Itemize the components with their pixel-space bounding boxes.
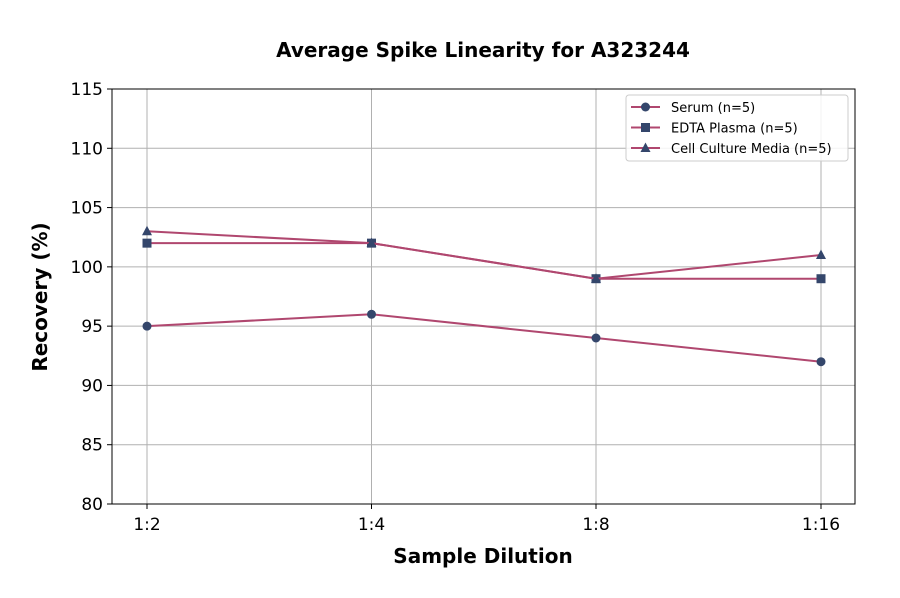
y-tick-label: 105 bbox=[71, 199, 103, 219]
series-group bbox=[142, 225, 826, 367]
series-line bbox=[146, 230, 822, 280]
data-point bbox=[142, 321, 152, 331]
series-line bbox=[146, 313, 822, 363]
y-tick-label: 85 bbox=[81, 436, 103, 456]
x-tick-label: 1:2 bbox=[133, 515, 160, 535]
data-point bbox=[591, 333, 601, 343]
y-tick-label: 95 bbox=[81, 317, 103, 337]
x-axis-label: Sample Dilution bbox=[393, 544, 572, 568]
series-circle bbox=[142, 309, 826, 367]
chart-title: Average Spike Linearity for A323244 bbox=[276, 38, 690, 62]
x-tick-label: 1:16 bbox=[802, 515, 840, 535]
x-tick-label: 1:4 bbox=[358, 515, 385, 535]
plot-frame bbox=[111, 88, 856, 505]
legend-box bbox=[625, 94, 849, 162]
y-tick-label: 90 bbox=[81, 376, 103, 396]
data-point bbox=[142, 238, 152, 248]
legend-label: Serum (n=5) bbox=[671, 101, 755, 116]
legend-marker-triangle bbox=[640, 142, 651, 152]
legend-label: EDTA Plasma (n=5) bbox=[671, 122, 798, 137]
data-point bbox=[366, 237, 377, 248]
y-tick-label: 80 bbox=[81, 495, 103, 515]
data-point bbox=[816, 274, 826, 284]
series-triangle bbox=[142, 225, 826, 283]
y-tick-label: 100 bbox=[71, 258, 103, 278]
legend: Serum (n=5) EDTA Plasma (n=5) Cell Culture… bbox=[625, 94, 849, 162]
data-point bbox=[816, 249, 826, 259]
x-tick-label: 1:8 bbox=[582, 515, 609, 535]
data-point bbox=[367, 309, 376, 319]
data-point bbox=[816, 357, 826, 367]
legend-label: Cell Culture Media (n=5) bbox=[671, 142, 832, 157]
y-tick-label: 110 bbox=[71, 139, 103, 159]
y-tick-label: 115 bbox=[71, 80, 103, 100]
legend-marker-square bbox=[641, 123, 650, 132]
data-point bbox=[142, 225, 152, 236]
legend-marker-circle bbox=[641, 102, 650, 112]
data-point bbox=[591, 273, 601, 283]
ticks: 80 85 90 95 100 105 110 115 1:2 1:4 1:8 1:16 bbox=[71, 80, 841, 535]
y-axis-label: Recovery (%) bbox=[28, 222, 52, 371]
